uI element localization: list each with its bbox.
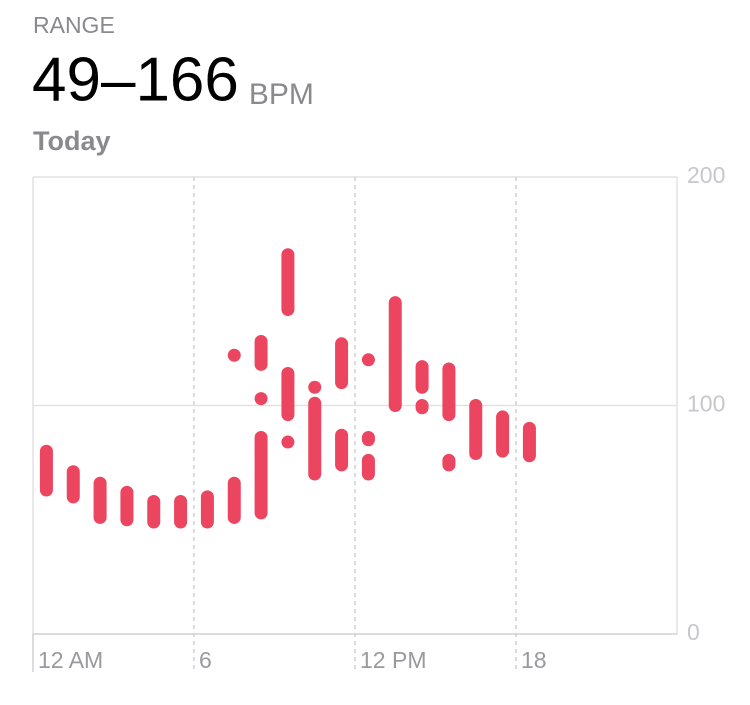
range-dot (254, 392, 268, 406)
range-dot (361, 353, 375, 367)
x-tick-label: 12 AM (38, 647, 103, 673)
unit-label: BPM (249, 78, 314, 111)
range-dot (281, 435, 295, 449)
range-label: RANGE (33, 12, 115, 38)
headline-value: 49–166 (32, 45, 239, 114)
range-dot (227, 348, 241, 362)
x-tick-label: 18 (521, 647, 547, 673)
x-tick-label: 6 (199, 647, 212, 673)
x-tick-label: 12 PM (360, 647, 426, 673)
y-tick-label: 0 (687, 619, 700, 645)
y-tick-label: 100 (687, 391, 725, 417)
y-tick-label: 200 (687, 162, 725, 188)
range-dot (308, 380, 322, 394)
period-label: Today (33, 126, 111, 156)
